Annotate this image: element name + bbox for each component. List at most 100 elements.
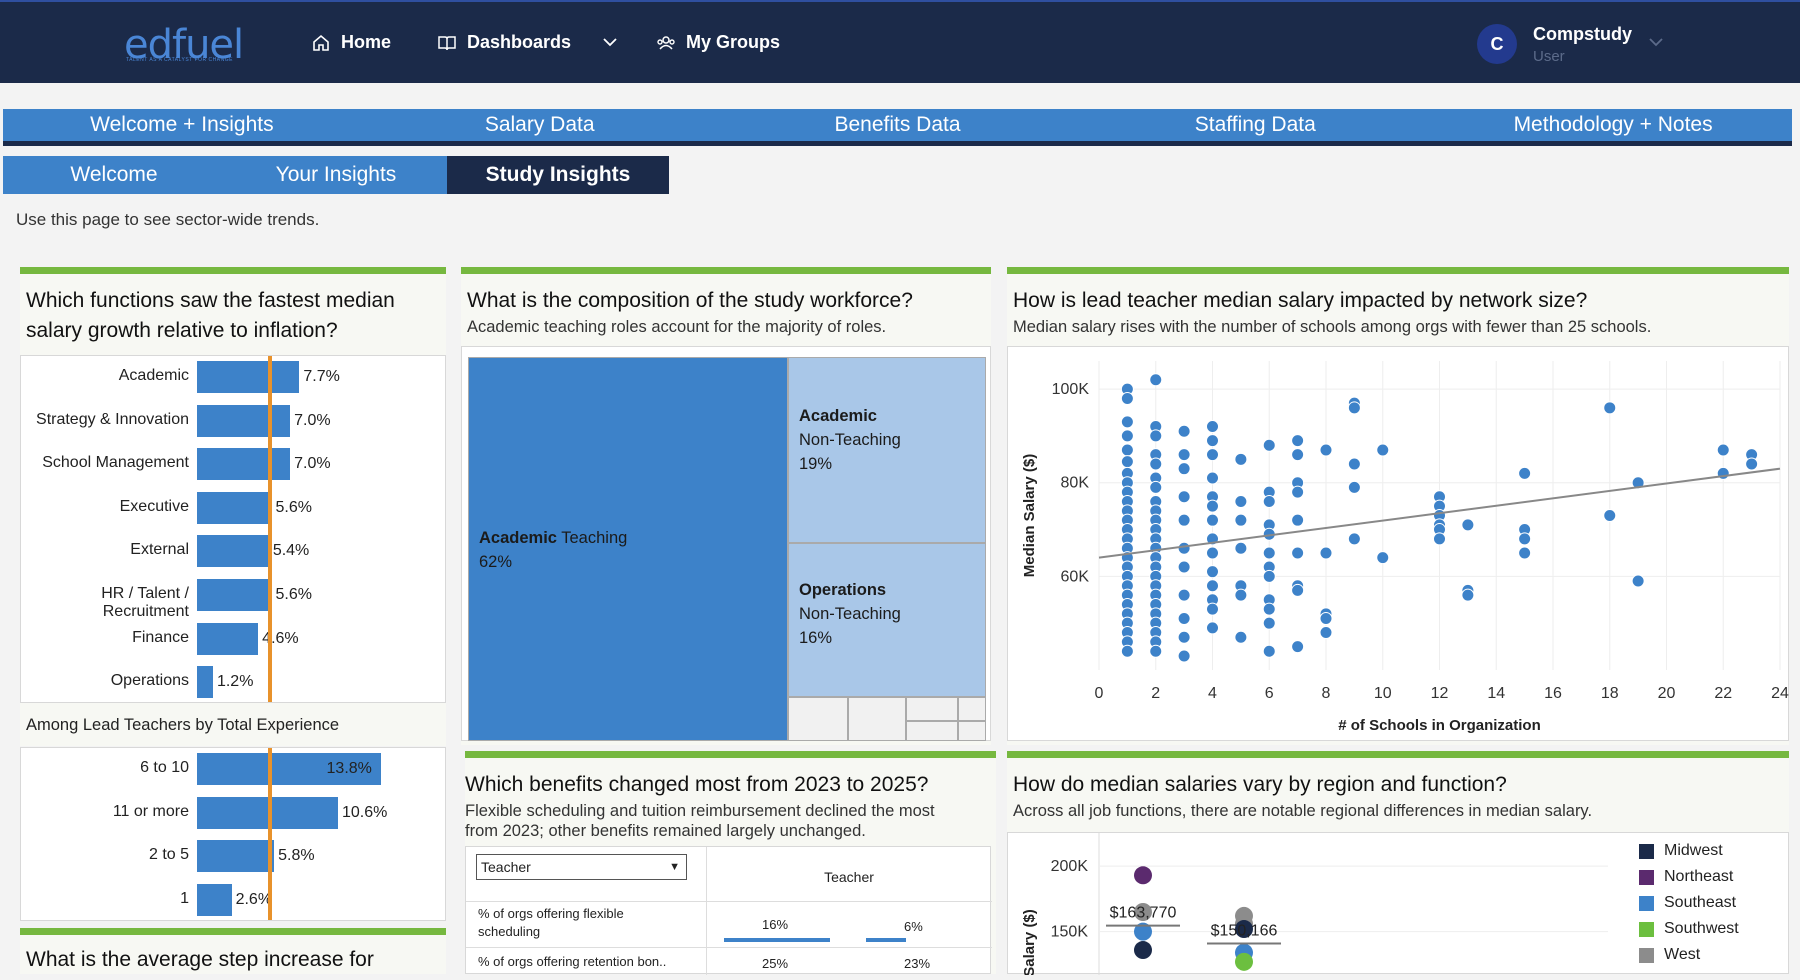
scatter-point[interactable] bbox=[1631, 476, 1645, 490]
scatter-point[interactable] bbox=[1716, 443, 1730, 457]
scatter-point[interactable] bbox=[1291, 485, 1305, 499]
scatter-point[interactable] bbox=[1262, 569, 1276, 583]
region-point[interactable] bbox=[1235, 952, 1253, 971]
scatter-point[interactable] bbox=[1347, 401, 1361, 415]
scatter-point[interactable] bbox=[1206, 448, 1219, 462]
region-point[interactable] bbox=[1134, 922, 1152, 941]
scatter-point[interactable] bbox=[1149, 457, 1163, 471]
treemap-small-block[interactable] bbox=[788, 697, 848, 741]
scatter-point[interactable] bbox=[1518, 546, 1532, 560]
region-point[interactable] bbox=[1134, 866, 1152, 885]
tab-methodology-notes[interactable]: Methodology + Notes bbox=[1513, 113, 1713, 136]
scatter-point[interactable] bbox=[1177, 424, 1191, 438]
scatter-point[interactable] bbox=[1518, 532, 1532, 546]
scatter-point[interactable] bbox=[1347, 480, 1361, 494]
scatter-point[interactable] bbox=[1376, 551, 1390, 565]
tab-salary-data[interactable]: Salary Data bbox=[484, 113, 595, 136]
region-point[interactable] bbox=[1134, 941, 1152, 960]
scatter-point[interactable] bbox=[1206, 565, 1219, 579]
subtab-your-insights[interactable]: Your Insights bbox=[225, 156, 447, 194]
bar[interactable] bbox=[197, 491, 272, 524]
scatter-point[interactable] bbox=[1206, 471, 1219, 485]
bar[interactable] bbox=[197, 796, 338, 829]
bar[interactable] bbox=[197, 535, 269, 568]
edfuel-logo[interactable]: edfuel bbox=[124, 22, 244, 68]
scatter-point[interactable] bbox=[1291, 448, 1305, 462]
scatter-point[interactable] bbox=[1177, 560, 1191, 574]
scatter-point[interactable] bbox=[1234, 588, 1248, 602]
scatter-point[interactable] bbox=[1319, 443, 1333, 457]
scatter-point[interactable] bbox=[1347, 532, 1361, 546]
chevron-down-icon[interactable] bbox=[602, 36, 618, 48]
bar[interactable] bbox=[197, 622, 259, 655]
scatter-point[interactable] bbox=[1206, 602, 1219, 616]
avatar[interactable]: C bbox=[1477, 24, 1517, 64]
tab-welcome-insights[interactable]: Welcome + Insights bbox=[90, 113, 274, 136]
scatter-point[interactable] bbox=[1603, 509, 1617, 522]
treemap-small-block[interactable] bbox=[906, 721, 958, 741]
scatter-point[interactable] bbox=[1149, 373, 1163, 387]
scatter-point[interactable] bbox=[1206, 621, 1219, 635]
scatter-point[interactable] bbox=[1234, 630, 1248, 644]
tab-benefits-data[interactable]: Benefits Data bbox=[834, 113, 961, 136]
treemap-small-block[interactable] bbox=[848, 697, 906, 741]
scatter-point[interactable] bbox=[1206, 546, 1219, 560]
scatter-point[interactable] bbox=[1177, 541, 1191, 555]
scatter-point[interactable] bbox=[1291, 434, 1305, 448]
scatter-point[interactable] bbox=[1120, 415, 1134, 429]
scatter-point[interactable] bbox=[1206, 434, 1219, 448]
bar[interactable] bbox=[197, 666, 213, 699]
scatter-point[interactable] bbox=[1745, 457, 1759, 471]
scatter-point[interactable] bbox=[1120, 429, 1134, 443]
region-point[interactable] bbox=[1134, 903, 1152, 921]
legend-item-southwest[interactable]: Southwest bbox=[1639, 920, 1739, 938]
scatter-point[interactable] bbox=[1177, 649, 1191, 663]
scatter-point[interactable] bbox=[1120, 455, 1134, 469]
scatter-point[interactable] bbox=[1262, 602, 1276, 616]
scatter-point[interactable] bbox=[1433, 532, 1446, 546]
scatter-point[interactable] bbox=[1262, 644, 1276, 658]
scatter-point[interactable] bbox=[1149, 480, 1163, 494]
scatter-point[interactable] bbox=[1291, 583, 1305, 597]
scatter-point[interactable] bbox=[1347, 457, 1361, 471]
scatter-point[interactable] bbox=[1262, 616, 1276, 630]
scatter-point[interactable] bbox=[1149, 644, 1163, 658]
scatter-point[interactable] bbox=[1120, 443, 1134, 457]
bar[interactable] bbox=[197, 753, 381, 785]
scatter-point[interactable] bbox=[1631, 574, 1645, 588]
scatter-point[interactable] bbox=[1206, 513, 1219, 527]
treemap-academic-teaching[interactable]: Academic Teaching 62% bbox=[468, 357, 788, 741]
bar[interactable] bbox=[197, 448, 291, 481]
scatter-point[interactable] bbox=[1206, 579, 1219, 593]
scatter-point[interactable] bbox=[1291, 640, 1305, 654]
scatter-point[interactable] bbox=[1291, 513, 1305, 527]
bar[interactable] bbox=[197, 883, 232, 916]
scatter-point[interactable] bbox=[1206, 420, 1219, 434]
scatter-point[interactable] bbox=[1518, 466, 1532, 480]
scatter-point[interactable] bbox=[1461, 518, 1475, 532]
user-name[interactable]: Compstudy bbox=[1533, 24, 1632, 44]
nav-my-groups[interactable]: My Groups bbox=[656, 32, 780, 53]
nav-dashboards[interactable]: Dashboards bbox=[437, 32, 571, 53]
region-point[interactable] bbox=[1235, 920, 1253, 939]
scatter-point[interactable] bbox=[1461, 588, 1475, 602]
scatter-point[interactable] bbox=[1177, 448, 1191, 462]
treemap-operations-non-teaching[interactable]: Operations Non-Teaching 16% bbox=[788, 543, 986, 697]
scatter-point[interactable] bbox=[1234, 494, 1248, 508]
scatter-point[interactable] bbox=[1262, 494, 1276, 508]
scatter-point[interactable] bbox=[1291, 546, 1305, 560]
tab-staffing-data[interactable]: Staffing Data bbox=[1194, 113, 1316, 136]
bar[interactable] bbox=[197, 404, 291, 437]
legend-item-northeast[interactable]: Northeast bbox=[1639, 868, 1733, 886]
legend-item-midwest[interactable]: Midwest bbox=[1639, 842, 1723, 860]
scatter-point[interactable] bbox=[1177, 490, 1191, 504]
scatter-point[interactable] bbox=[1149, 429, 1163, 443]
legend-item-southeast[interactable]: Southeast bbox=[1639, 894, 1736, 912]
treemap-small-block[interactable] bbox=[958, 697, 986, 721]
bar[interactable] bbox=[197, 840, 275, 873]
scatter-point[interactable] bbox=[1319, 612, 1333, 625]
scatter-point[interactable] bbox=[1177, 513, 1191, 527]
legend-item-west[interactable]: West bbox=[1639, 946, 1700, 964]
scatter-point[interactable] bbox=[1262, 546, 1276, 560]
scatter-point[interactable] bbox=[1177, 630, 1191, 644]
